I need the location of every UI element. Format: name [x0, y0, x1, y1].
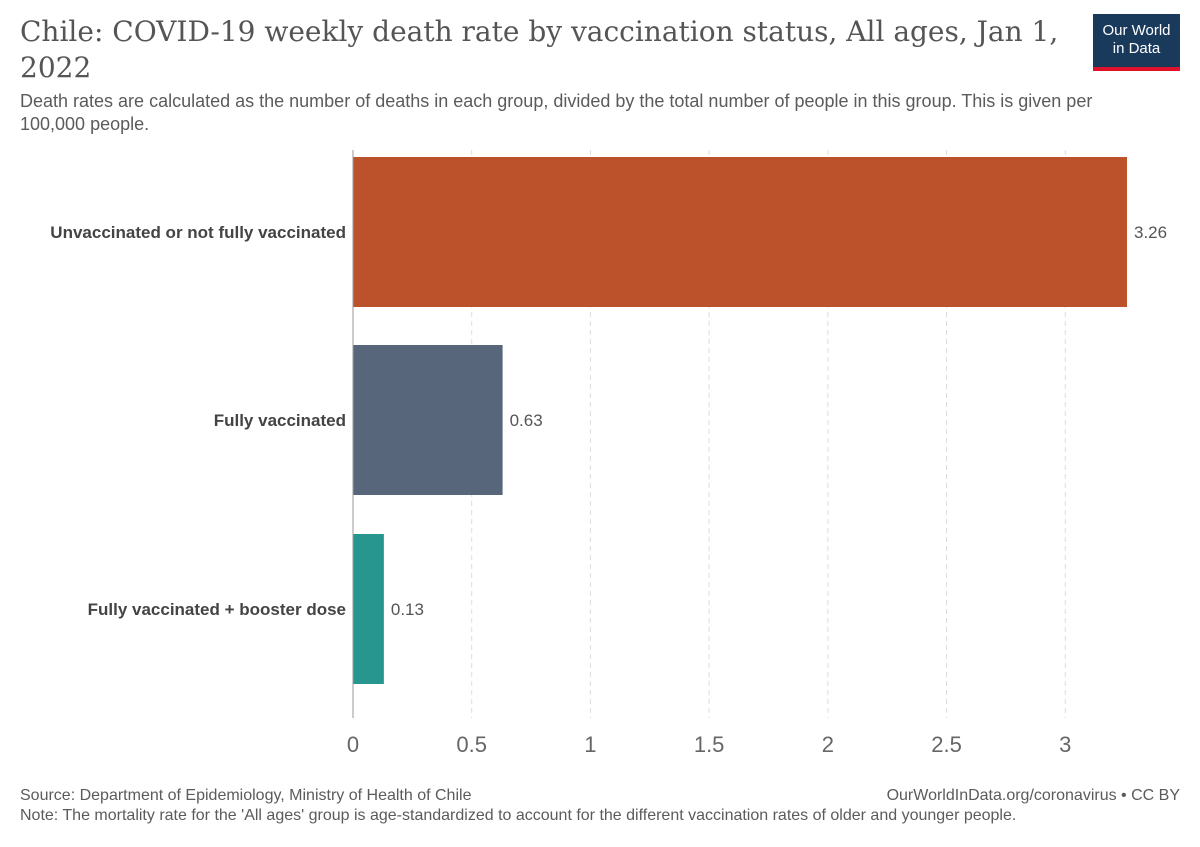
value-label-1: 0.63 [510, 411, 543, 430]
bar-chart: Unvaccinated or not fully vaccinated Full… [50, 150, 1167, 757]
chart-subtitle: Death rates are calculated as the number… [20, 91, 1093, 134]
bar-2 [353, 534, 384, 684]
x-tick-labels: 0 0.5 1 1.5 2 2.5 3 [347, 732, 1072, 757]
category-label-0: Unvaccinated or not fully vaccinated [50, 223, 346, 242]
owid-logo[interactable]: Our World in Data [1093, 14, 1180, 71]
credit-link[interactable]: OurWorldInData.org/coronavirus • CC BY [886, 787, 1180, 804]
value-label-2: 0.13 [391, 600, 424, 619]
x-tick-label-5: 2.5 [931, 732, 962, 757]
value-labels: 3.26 0.63 0.13 [391, 223, 1167, 619]
x-tick-label-2: 1 [584, 732, 596, 757]
x-tick-label-1: 0.5 [456, 732, 487, 757]
bar-1 [353, 345, 503, 495]
x-tick-label-6: 3 [1059, 732, 1071, 757]
category-label-1: Fully vaccinated [214, 411, 346, 430]
logo-accent-bar [1093, 67, 1180, 71]
value-label-0: 3.26 [1134, 223, 1167, 242]
logo-line-2: in Data [1112, 40, 1161, 57]
note-text: Note: The mortality rate for the 'All ag… [20, 807, 1017, 824]
x-tick-label-3: 1.5 [694, 732, 725, 757]
x-tick-label-0: 0 [347, 732, 359, 757]
source-text: Source: Department of Epidemiology, Mini… [20, 787, 472, 804]
chart-footer: Source: Department of Epidemiology, Mini… [20, 786, 1180, 826]
x-tick-label-4: 2 [822, 732, 834, 757]
category-label-2: Fully vaccinated + booster dose [88, 600, 346, 619]
category-labels: Unvaccinated or not fully vaccinated Full… [50, 223, 346, 619]
chart-title: Chile: COVID-19 weekly death rate by vac… [20, 15, 1059, 84]
bar-0 [353, 157, 1127, 307]
bars [353, 157, 1127, 684]
logo-line-1: Our World [1102, 22, 1171, 39]
